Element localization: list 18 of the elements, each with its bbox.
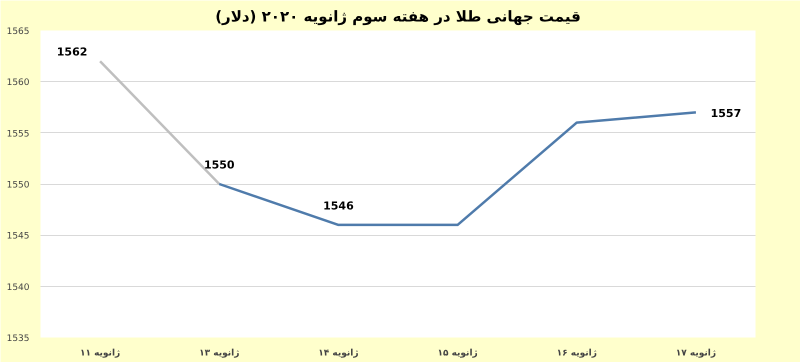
y-tick-label: 1540: [6, 282, 30, 293]
y-tick-label: 1560: [6, 78, 30, 88]
data-label: 1557: [710, 106, 742, 120]
y-tick-label: 1555: [6, 129, 30, 140]
x-tick-label: ۱۴ ژانویه: [318, 348, 359, 358]
x-tick-label: ۱۱ ژانویه: [80, 348, 120, 358]
y-tick-label: 1550: [6, 180, 30, 190]
x-tick-label: ۱۶ ژانویه: [556, 348, 597, 358]
y-tick-label: 1565: [6, 27, 30, 37]
data-label: 1550: [204, 158, 235, 172]
data-label: 1562: [56, 46, 88, 59]
y-tick-label: 1535: [6, 334, 30, 344]
y-tick-label: 1545: [6, 232, 30, 242]
x-tick-label: ۱۵ ژانویه: [437, 348, 478, 358]
x-tick-label: ۱۳ ژانویه: [199, 348, 240, 358]
data-label: 1546: [323, 199, 354, 212]
x-tick-label: ۱۷ ژانویه: [676, 348, 716, 358]
chart-title: قیمت جهانی طلا در هفته سوم ژانویه ۲۰۲۰ (دلار): [215, 8, 581, 26]
